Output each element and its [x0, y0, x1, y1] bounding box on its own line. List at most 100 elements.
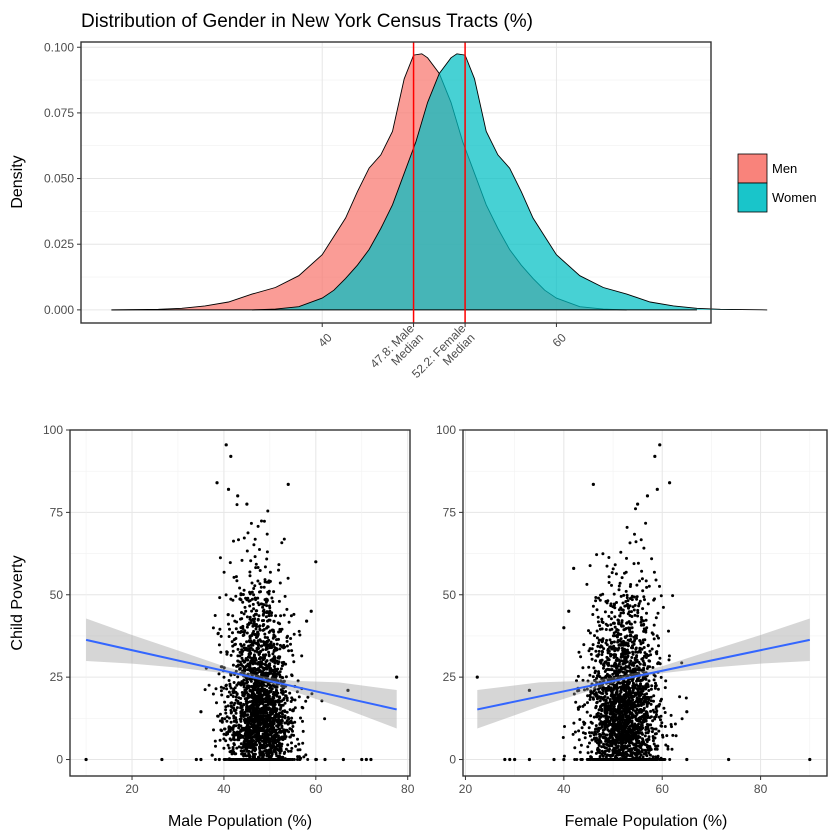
scatter-point — [636, 650, 640, 654]
scatter-point — [619, 690, 623, 694]
scatter-point — [612, 592, 616, 596]
scatter-point — [296, 679, 300, 683]
scatter-y-tick-label: 25 — [443, 670, 457, 684]
scatter-point — [255, 623, 258, 626]
scatter-point — [298, 758, 302, 761]
scatter-point — [620, 687, 624, 691]
scatter-point — [305, 619, 309, 623]
scatter-point — [619, 632, 623, 636]
scatter-point — [252, 653, 256, 657]
scatter-point — [624, 700, 628, 704]
scatter-point — [231, 649, 235, 653]
scatter-point — [640, 577, 644, 581]
scatter-point — [640, 618, 644, 622]
scatter-point — [611, 567, 615, 571]
scatter-point — [306, 695, 310, 699]
scatter-point — [194, 757, 198, 762]
scatter-point — [808, 757, 812, 762]
scatter-point — [227, 716, 231, 720]
scatter-point — [613, 646, 617, 650]
scatter-point — [653, 674, 657, 678]
scatter-point — [226, 487, 231, 491]
scatter-point — [600, 640, 604, 644]
scatter-point — [610, 610, 614, 614]
scatter-point — [218, 712, 222, 716]
scatter-point — [270, 711, 274, 715]
scatter-point — [252, 607, 256, 611]
scatter-point — [250, 590, 254, 594]
scatter-point — [259, 649, 263, 653]
scatter-point — [244, 690, 248, 694]
scatter-point — [255, 684, 259, 688]
scatter-point — [632, 736, 636, 740]
scatter-point — [659, 718, 662, 722]
scatter-point — [642, 752, 646, 756]
scatter-point — [274, 734, 278, 738]
scatter-point — [259, 661, 263, 665]
scatter-point — [612, 640, 616, 644]
scatter-point — [621, 700, 624, 704]
scatter-point — [644, 731, 648, 735]
scatter-point — [281, 689, 284, 693]
scatter-point — [225, 652, 229, 656]
scatter-point — [264, 653, 268, 657]
scatter-point — [256, 617, 260, 621]
scatter-point — [256, 723, 260, 727]
scatter-point — [242, 749, 246, 753]
scatter-point — [256, 709, 259, 713]
scatter-point — [606, 624, 610, 627]
scatter-point — [229, 653, 233, 657]
scatter-point — [607, 649, 611, 653]
scatter-point — [639, 753, 643, 757]
scatter-point — [259, 602, 263, 606]
scatter-point — [636, 561, 640, 565]
scatter-point — [649, 695, 653, 699]
scatter-point — [240, 746, 244, 750]
scatter-point — [612, 663, 616, 667]
scatter-point — [240, 656, 244, 660]
scatter-point — [561, 736, 565, 739]
scatter-point — [603, 706, 607, 710]
scatter-point — [259, 682, 262, 686]
scatter-point — [284, 675, 288, 679]
density-areas — [111, 53, 768, 311]
scatter-point — [641, 755, 645, 759]
scatter-point — [620, 619, 624, 623]
scatter-y-tick-label: 100 — [43, 423, 63, 437]
scatter-point — [229, 454, 233, 458]
scatter-point — [280, 541, 284, 545]
scatter-point — [285, 698, 289, 702]
scatter-point — [585, 687, 589, 691]
scatter-point — [620, 718, 624, 722]
scatter-point — [646, 716, 650, 720]
scatter-point — [644, 579, 648, 583]
scatter-point — [225, 687, 229, 691]
scatter-point — [612, 702, 616, 706]
scatter-point — [594, 715, 598, 719]
scatter-point — [244, 609, 248, 613]
scatter-point — [586, 694, 590, 698]
scatter-point — [294, 744, 298, 748]
scatter-point — [268, 743, 272, 747]
scatter-point — [617, 758, 621, 761]
scatter-point — [235, 706, 239, 710]
scatter-point — [283, 716, 287, 720]
scatter-point — [251, 602, 255, 606]
scatter-point — [633, 667, 637, 671]
scatter-point — [626, 674, 630, 678]
scatter-point — [615, 635, 619, 639]
scatter-point — [271, 652, 275, 656]
scatter-point — [236, 736, 240, 739]
scatter-point — [628, 541, 632, 545]
scatter-point — [251, 748, 255, 752]
scatter-point — [603, 750, 607, 754]
scatter-point — [611, 750, 615, 754]
scatter-point — [587, 665, 591, 669]
scatter-point — [245, 549, 249, 553]
scatter-point — [228, 684, 232, 688]
scatter-point — [286, 634, 289, 638]
scatter-point — [646, 644, 650, 648]
scatter-point — [231, 737, 235, 741]
scatter-point — [242, 633, 246, 637]
scatter-point — [258, 758, 262, 761]
